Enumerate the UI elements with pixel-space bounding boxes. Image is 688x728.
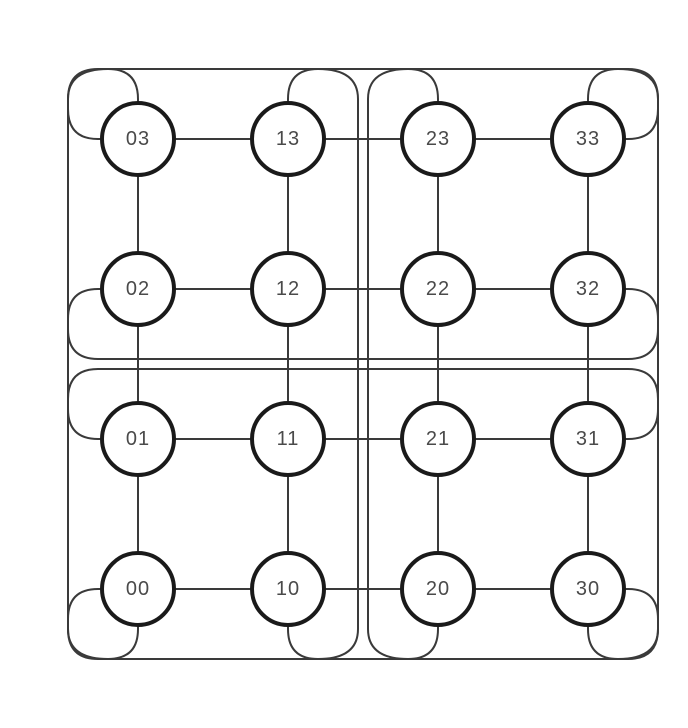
node-03: 03: [100, 101, 176, 177]
node-label: 01: [126, 428, 150, 451]
node-23: 23: [400, 101, 476, 177]
node-label: 03: [126, 128, 150, 151]
node-label: 13: [276, 128, 300, 151]
node-02: 02: [100, 251, 176, 327]
node-20: 20: [400, 551, 476, 627]
node-label: 31: [576, 428, 600, 451]
node-label: 23: [426, 128, 450, 151]
node-label: 20: [426, 578, 450, 601]
node-32: 32: [550, 251, 626, 327]
node-22: 22: [400, 251, 476, 327]
node-31: 31: [550, 401, 626, 477]
node-13: 13: [250, 101, 326, 177]
node-00: 00: [100, 551, 176, 627]
node-21: 21: [400, 401, 476, 477]
node-11: 11: [250, 401, 326, 477]
node-label: 32: [576, 278, 600, 301]
node-30: 30: [550, 551, 626, 627]
node-label: 02: [126, 278, 150, 301]
node-label: 12: [276, 278, 300, 301]
node-label: 30: [576, 578, 600, 601]
node-label: 22: [426, 278, 450, 301]
node-label: 00: [126, 578, 150, 601]
node-33: 33: [550, 101, 626, 177]
torus-grid-diagram: 00 10 20 30 01 11 21 31 02 12 22 32 03 13 23 33: [0, 0, 688, 728]
node-12: 12: [250, 251, 326, 327]
node-label: 11: [277, 428, 300, 451]
node-label: 33: [576, 128, 600, 151]
node-01: 01: [100, 401, 176, 477]
node-10: 10: [250, 551, 326, 627]
node-label: 10: [276, 578, 300, 601]
node-label: 21: [426, 428, 450, 451]
